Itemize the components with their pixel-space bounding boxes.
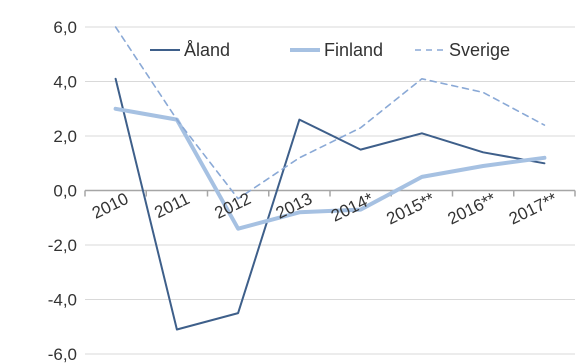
legend-label: Sverige bbox=[449, 40, 510, 60]
series-line-åland bbox=[114, 77, 546, 331]
legend: Åland Finland Sverige bbox=[150, 40, 510, 60]
y-tick-label: -2,0 bbox=[48, 236, 77, 255]
x-tick-label: 2013 bbox=[273, 189, 315, 223]
series-lines bbox=[113, 26, 547, 331]
y-tick-label: -4,0 bbox=[48, 291, 77, 310]
grid-lines bbox=[85, 26, 575, 355]
series-line-sverige bbox=[114, 26, 546, 200]
y-tick-label: 4,0 bbox=[53, 73, 77, 92]
y-tick-label: 0,0 bbox=[53, 182, 77, 201]
y-axis-ticks: 6,0 4,0 2,0 0,0 -2,0 -4,0 -6,0 bbox=[48, 18, 77, 363]
x-tick-label: 2014* bbox=[328, 189, 377, 226]
y-tick-label: -6,0 bbox=[48, 345, 77, 363]
x-axis bbox=[84, 189, 576, 197]
x-axis-ticks: 2010 2011 2012 2013 2014* 2015** 2016** 2017** bbox=[89, 189, 560, 229]
x-tick-label: 2011 bbox=[151, 189, 192, 222]
y-tick-label: 6,0 bbox=[53, 18, 77, 37]
legend-label: Finland bbox=[324, 40, 383, 60]
series-line-finland bbox=[113, 106, 547, 231]
y-tick-label: 2,0 bbox=[53, 127, 77, 146]
x-tick-label: 2010 bbox=[89, 189, 131, 223]
legend-label: Åland bbox=[184, 40, 230, 60]
